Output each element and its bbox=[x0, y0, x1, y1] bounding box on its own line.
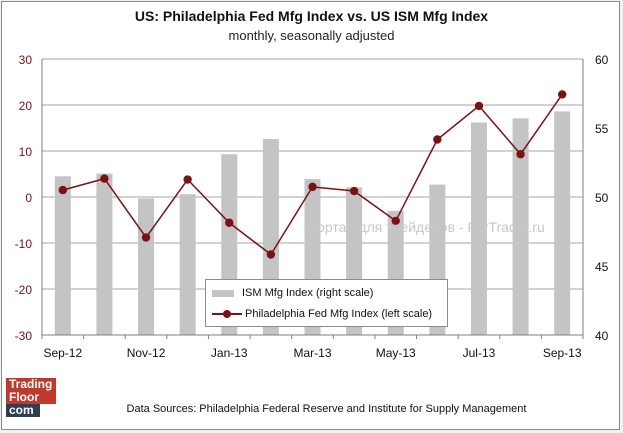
philly-fed-point bbox=[225, 218, 234, 227]
y-left-tick-label: 10 bbox=[19, 145, 33, 159]
y-left-tick-label: 30 bbox=[19, 53, 33, 67]
y-left-tick-label: -20 bbox=[15, 283, 33, 297]
watermark-text: Портал для трейдеров - ForTrader.ru bbox=[307, 219, 545, 235]
x-tick-label: Mar-13 bbox=[293, 346, 331, 360]
y-right-tick-label: 55 bbox=[595, 122, 609, 136]
ism-bar bbox=[512, 118, 529, 335]
y-left-tick-label: 20 bbox=[19, 99, 33, 113]
legend-label-philly: Philadelphia Fed Mfg Index (left scale) bbox=[245, 308, 433, 320]
philly-fed-point bbox=[516, 150, 525, 159]
legend-line-swatch bbox=[212, 307, 242, 321]
ism-bar bbox=[470, 122, 487, 335]
chart-title: US: Philadelphia Fed Mfg Index vs. US IS… bbox=[134, 8, 489, 24]
philly-fed-point bbox=[474, 101, 484, 111]
logo-line-1: Trading bbox=[6, 378, 56, 391]
ism-bar bbox=[138, 198, 155, 335]
logo-line-3: com bbox=[6, 404, 40, 417]
ism-bar bbox=[96, 173, 113, 335]
tradingfloor-logo: Trading Floor com bbox=[6, 378, 56, 417]
legend-item-philly: Philadelphia Fed Mfg Index (left scale) bbox=[212, 307, 432, 321]
philly-fed-point bbox=[349, 186, 359, 196]
philly-fed-point bbox=[58, 185, 68, 195]
x-tick-label: Sep-12 bbox=[43, 346, 82, 360]
x-tick-label: Sep-13 bbox=[543, 346, 582, 360]
legend-item-ism: ISM Mfg Index (right scale) bbox=[212, 286, 373, 300]
x-tick-label: May-13 bbox=[376, 346, 416, 360]
x-tick-label: Jan-13 bbox=[211, 346, 248, 360]
philly-fed-point bbox=[183, 175, 192, 184]
y-right-tick-label: 45 bbox=[595, 260, 609, 274]
tick-labels: 30 20 10 0 -10 -20 -30 60 55 50 45 40 Sep-12 Nov-12 Ja… bbox=[15, 53, 609, 360]
x-tick-label: Jul-13 bbox=[463, 346, 496, 360]
chart-legend: ISM Mfg Index (right scale) Philadelphia… bbox=[205, 279, 448, 327]
legend-bar-swatch bbox=[212, 289, 234, 297]
philly-fed-point bbox=[433, 135, 442, 144]
y-left-tick-label: -30 bbox=[15, 329, 33, 343]
y-left-tick-label: -10 bbox=[15, 237, 33, 251]
legend-label-ism: ISM Mfg Index (right scale) bbox=[242, 287, 374, 299]
axes bbox=[41, 59, 584, 339]
philly-fed-point bbox=[391, 216, 400, 226]
philly-fed-point bbox=[308, 182, 317, 192]
ism-bar bbox=[554, 111, 571, 335]
philly-fed-line bbox=[58, 90, 567, 259]
philly-fed-point bbox=[141, 233, 151, 242]
logo-line-2: Floor bbox=[6, 391, 56, 404]
philly-fed-point bbox=[100, 174, 109, 183]
chart-subtitle: monthly, seasonally adjusted bbox=[228, 28, 395, 43]
x-tick-label: Nov-12 bbox=[127, 346, 166, 360]
data-source-note: Data Sources: Philadelphia Federal Reser… bbox=[126, 403, 527, 415]
philly-fed-point bbox=[266, 250, 276, 259]
philly-fed-point bbox=[557, 90, 567, 99]
y-left-tick-label: 0 bbox=[25, 191, 32, 205]
y-right-tick-label: 40 bbox=[595, 329, 609, 343]
ism-bar bbox=[179, 194, 196, 335]
ism-bar bbox=[54, 176, 71, 335]
y-right-tick-label: 50 bbox=[595, 191, 609, 205]
y-right-tick-label: 60 bbox=[595, 53, 609, 67]
